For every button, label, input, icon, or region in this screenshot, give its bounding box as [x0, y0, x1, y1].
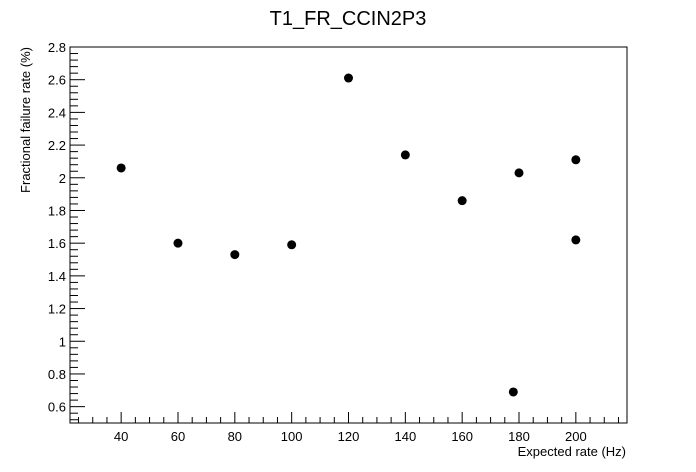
x-axis: 40 60 80 100 120 140 160 180 200	[78, 412, 619, 444]
chart-title: T1_FR_CCIN2P3	[270, 8, 427, 30]
x-axis-title: Expected rate (Hz)	[518, 444, 626, 459]
y-tick-label: 2.2	[48, 138, 66, 153]
data-point	[571, 235, 581, 245]
data-points	[116, 73, 581, 397]
y-axis-title: Fractional failure rate (%)	[18, 47, 33, 193]
x-tick-label: 100	[281, 429, 303, 444]
y-tick-label: 1.2	[48, 302, 66, 317]
y-tick-label: 2.8	[48, 40, 66, 55]
y-tick-label: 2	[59, 171, 66, 186]
x-tick-label: 60	[171, 429, 185, 444]
data-point	[514, 168, 524, 178]
data-point	[400, 150, 410, 160]
y-tick-label: 0.8	[48, 367, 66, 382]
x-tick-label: 180	[508, 429, 530, 444]
y-tick-label: 1.4	[48, 269, 66, 284]
y-tick-label: 2.6	[48, 73, 66, 88]
y-tick-label: 0.6	[48, 400, 66, 415]
plot-frame	[69, 46, 628, 424]
y-axis: 0.6 0.8 1 1.2 1.4 1.6 1.8 2 2.2 2.4 2.6 2.8	[48, 40, 85, 421]
x-tick-label: 80	[228, 429, 242, 444]
x-tick-label: 120	[338, 429, 360, 444]
data-point	[344, 73, 353, 83]
data-point	[173, 238, 183, 248]
data-point	[508, 387, 518, 397]
x-tick-label: 160	[451, 429, 473, 444]
data-point	[230, 250, 240, 260]
x-tick-label: 200	[565, 429, 587, 444]
x-tick-label: 140	[394, 429, 416, 444]
data-point	[571, 155, 581, 165]
y-tick-label: 1.6	[48, 236, 66, 251]
y-tick-label: 1.8	[48, 203, 66, 218]
data-point	[116, 163, 126, 173]
data-point	[287, 240, 297, 250]
x-tick-label: 40	[114, 429, 128, 444]
y-tick-label: 2.4	[48, 105, 66, 120]
y-tick-label: 1	[59, 334, 66, 349]
data-point	[457, 196, 467, 206]
